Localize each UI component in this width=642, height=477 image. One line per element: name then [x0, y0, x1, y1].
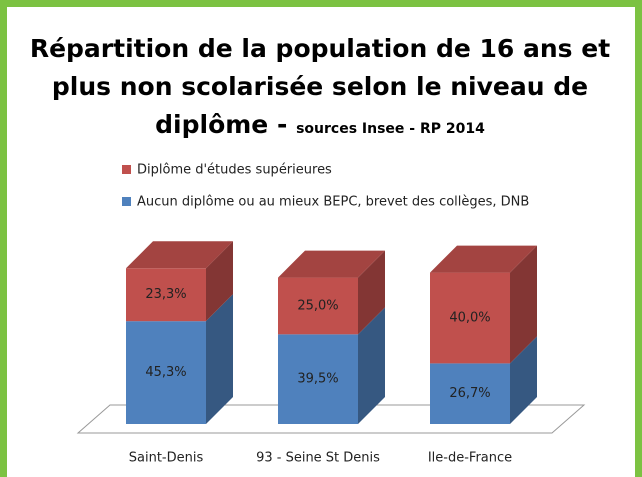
legend-swatch	[122, 197, 131, 206]
data-label: 40,0%	[449, 310, 490, 325]
chart-title: Répartition de la population de 16 ans e…	[29, 34, 611, 139]
bar-side	[358, 250, 385, 335]
bar	[278, 334, 358, 424]
chart-title-block: Répartition de la population de 16 ans e…	[20, 30, 620, 148]
legend-label: Aucun diplôme ou au mieux BEPC, brevet d…	[137, 195, 529, 210]
bar-side	[510, 245, 537, 364]
data-label: 23,3%	[145, 287, 186, 302]
data-label: 25,0%	[297, 298, 338, 313]
bar	[126, 268, 206, 322]
x-tick-label: Ile-de-France	[428, 451, 512, 466]
bar-side	[358, 307, 385, 424]
bar-top	[126, 241, 233, 269]
data-label: 39,5%	[297, 372, 338, 387]
bar-top	[430, 245, 537, 273]
bar	[126, 321, 206, 424]
x-tick-label: 93 - Seine St Denis	[256, 451, 380, 466]
bar-side	[206, 294, 233, 424]
chart-subtitle: sources Insee - RP 2014	[296, 121, 485, 137]
bar-side	[510, 336, 537, 424]
bar	[278, 277, 358, 335]
legend-swatch	[122, 165, 131, 174]
bar-top	[278, 250, 385, 278]
bar	[430, 363, 510, 424]
bar-side	[206, 241, 233, 322]
x-tick-label: Saint-Denis	[129, 451, 204, 466]
data-label: 45,3%	[145, 365, 186, 380]
bar	[430, 272, 510, 364]
legend-label: Diplôme d'études supérieures	[137, 163, 332, 178]
data-label: 26,7%	[449, 386, 490, 401]
